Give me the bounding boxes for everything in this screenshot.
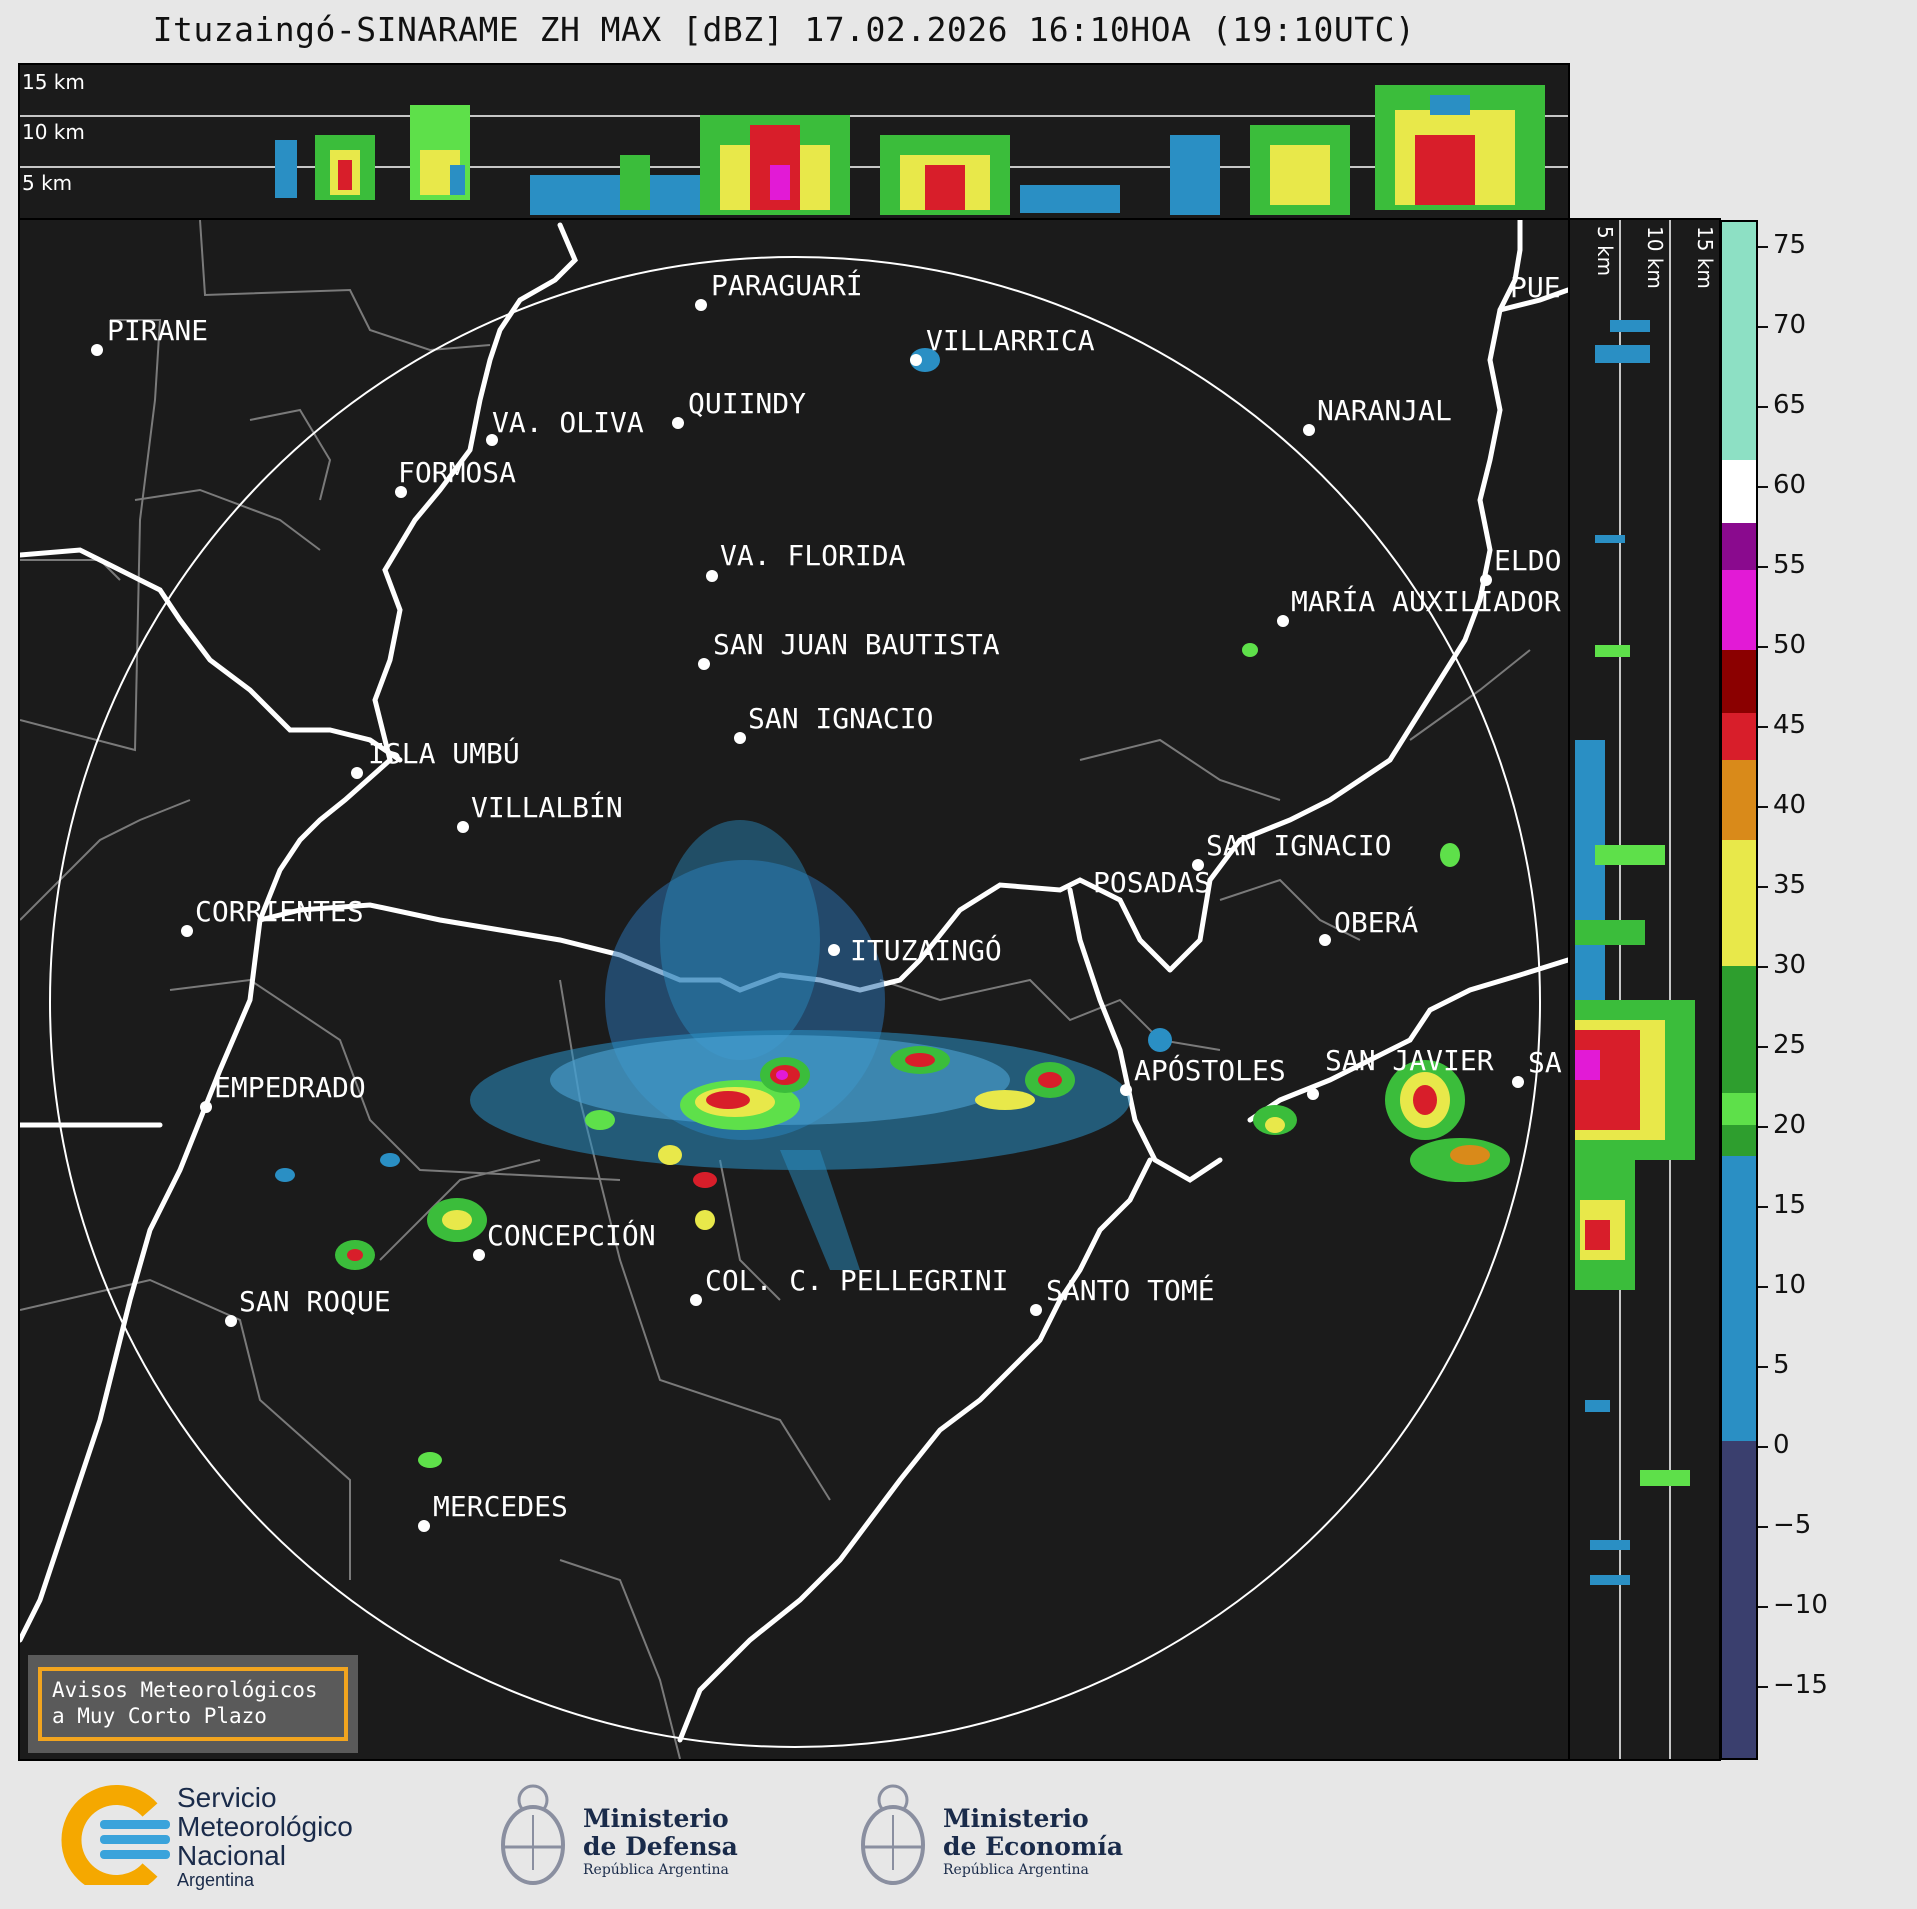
dbz-colorbar	[1720, 220, 1758, 1760]
colorbar-band	[1722, 1092, 1756, 1125]
defensa-line-1: Ministerio	[583, 1804, 729, 1833]
place-label-san-javier: SAN JAVIER	[1325, 1044, 1494, 1077]
warning-box[interactable]: Avisos Meteorológicos a Muy Corto Plazo	[28, 1655, 358, 1753]
smn-line-3: Nacional	[177, 1840, 286, 1871]
economia-line-3: República Argentina	[943, 1862, 1089, 1878]
smn-logo: Servicio Meteorológico Nacional Argentin…	[55, 1775, 395, 1895]
place-label-naranjal: NARANJAL	[1317, 394, 1452, 427]
cb-label-minus15: −15	[1773, 1670, 1828, 1700]
smn-line-4: Argentina	[177, 1870, 255, 1890]
cb-label-40: 40	[1773, 790, 1807, 820]
cb-label-45: 45	[1773, 710, 1807, 740]
warning-box-inner: Avisos Meteorológicos a Muy Corto Plazo	[38, 1667, 348, 1741]
place-label-paraguari: PARAGUARÍ	[711, 268, 863, 302]
place-markers	[91, 299, 1524, 1532]
radar-echoes	[275, 348, 1510, 1468]
economia-line-2: de Economía	[943, 1832, 1124, 1861]
economia-logo: Ministerio de Economía República Argenti…	[855, 1775, 1135, 1895]
place-label-concepcion: CONCEPCIÓN	[487, 1218, 656, 1252]
colorbar-band	[1722, 649, 1756, 713]
cb-label-10: 10	[1773, 1270, 1807, 1300]
colorbar-band	[1722, 760, 1756, 840]
side-alt-15km: 15 km	[1693, 226, 1717, 289]
chart-title: Ituzaingó-SINARAME ZH MAX [dBZ] 17.02.20…	[152, 10, 1416, 49]
place-label-isla-umbu: ISLA UMBÚ	[368, 736, 520, 770]
place-label-santo-tome: SANTO TOMÉ	[1046, 1273, 1215, 1307]
place-label-maria-auxiliadora: MARÍA AUXILIADOR	[1291, 584, 1561, 618]
colorbar-band	[1722, 1441, 1756, 1758]
cb-label-30: 30	[1773, 950, 1807, 980]
smn-line-2: Meteorológico	[177, 1811, 353, 1842]
top-alt-5km: 5 km	[22, 171, 72, 195]
national-coat-of-arms-icon	[861, 1784, 925, 1885]
place-label-pue: PUE	[1510, 271, 1561, 304]
colorbar-band	[1722, 222, 1756, 460]
top-echo-profile	[275, 85, 1545, 215]
place-label-corrientes: CORRIENTES	[195, 895, 364, 928]
place-label-empedrado: EMPEDRADO	[214, 1071, 366, 1104]
place-label-obera: OBERÁ	[1334, 905, 1418, 939]
cb-label-65: 65	[1773, 390, 1807, 420]
colorbar-band	[1722, 1156, 1756, 1442]
cb-label-55: 55	[1773, 550, 1807, 580]
side-cross-section-panel: 5 km 10 km 15 km	[1568, 218, 1721, 1761]
place-label-posadas: POSADAS	[1093, 866, 1211, 899]
place-label-san-ignacio-ar: SAN IGNACIO	[1206, 829, 1391, 862]
cb-label-25: 25	[1773, 1030, 1807, 1060]
cb-label-minus5: −5	[1773, 1510, 1812, 1540]
smn-line-1: Servicio	[177, 1782, 277, 1813]
place-label-villalbin: VILLALBÍN	[471, 790, 623, 824]
defensa-line-3: República Argentina	[583, 1862, 729, 1878]
place-label-sa: SA	[1528, 1046, 1562, 1079]
cb-label-60: 60	[1773, 470, 1807, 500]
place-label-pirane: PIRANE	[107, 314, 208, 347]
national-coat-of-arms-icon	[501, 1784, 565, 1885]
place-label-san-ignacio-py: SAN IGNACIO	[748, 702, 933, 735]
cb-label-0: 0	[1773, 1430, 1790, 1460]
cb-label-20: 20	[1773, 1110, 1807, 1140]
place-label-quiindy: QUIINDY	[688, 387, 806, 420]
cb-label-70: 70	[1773, 310, 1807, 340]
side-alt-5km: 5 km	[1593, 226, 1617, 276]
top-alt-15km: 15 km	[22, 70, 85, 94]
place-label-col-pellegrini: COL. C. PELLEGRINI	[705, 1264, 1008, 1297]
radar-site-label: ITUZAINGÓ	[850, 933, 1002, 967]
colorbar-band	[1722, 839, 1756, 967]
side-alt-10km: 10 km	[1643, 226, 1667, 289]
side-echo-profile	[1575, 320, 1695, 1585]
colorbar-band	[1722, 459, 1756, 523]
cb-label-75: 75	[1773, 230, 1807, 260]
smn-emblem-icon	[61, 1785, 170, 1885]
place-label-va-oliva: VA. OLIVA	[492, 406, 644, 439]
place-label-san-roque: SAN ROQUE	[239, 1285, 391, 1318]
colorbar-band	[1722, 712, 1756, 761]
cb-label-15: 15	[1773, 1190, 1807, 1220]
economia-line-1: Ministerio	[943, 1804, 1089, 1833]
place-label-san-juan-bautista: SAN JUAN BAUTISTA	[713, 628, 1000, 661]
place-label-va-florida: VA. FLORIDA	[720, 539, 906, 572]
admin-boundaries	[20, 220, 1531, 1759]
radar-map-panel: PIRANE PARAGUARÍ VILLARRICA PUE QUIINDY …	[18, 218, 1570, 1761]
place-label-apostoles: APÓSTOLES	[1134, 1053, 1286, 1087]
place-label-mercedes: MERCEDES	[433, 1490, 568, 1523]
cb-label-35: 35	[1773, 870, 1807, 900]
defensa-line-2: de Defensa	[583, 1832, 738, 1861]
radar-range-ring	[49, 256, 1541, 1748]
colorbar-band	[1722, 522, 1756, 571]
cb-label-5: 5	[1773, 1350, 1790, 1380]
cb-label-minus10: −10	[1773, 1590, 1828, 1620]
cb-label-50: 50	[1773, 630, 1807, 660]
place-label-formosa: FORMOSA	[398, 456, 516, 489]
defensa-logo: Ministerio de Defensa República Argentin…	[495, 1775, 755, 1895]
warning-line-2: a Muy Corto Plazo	[52, 1704, 267, 1729]
top-alt-10km: 10 km	[22, 120, 85, 144]
place-label-villarrica: VILLARRICA	[926, 324, 1095, 357]
top-cross-section-panel: 15 km 10 km 5 km	[18, 63, 1570, 220]
warning-line-1: Avisos Meteorológicos	[52, 1678, 318, 1702]
colorbar-band	[1722, 966, 1756, 1157]
place-label-eldo: ELDO	[1494, 544, 1561, 577]
